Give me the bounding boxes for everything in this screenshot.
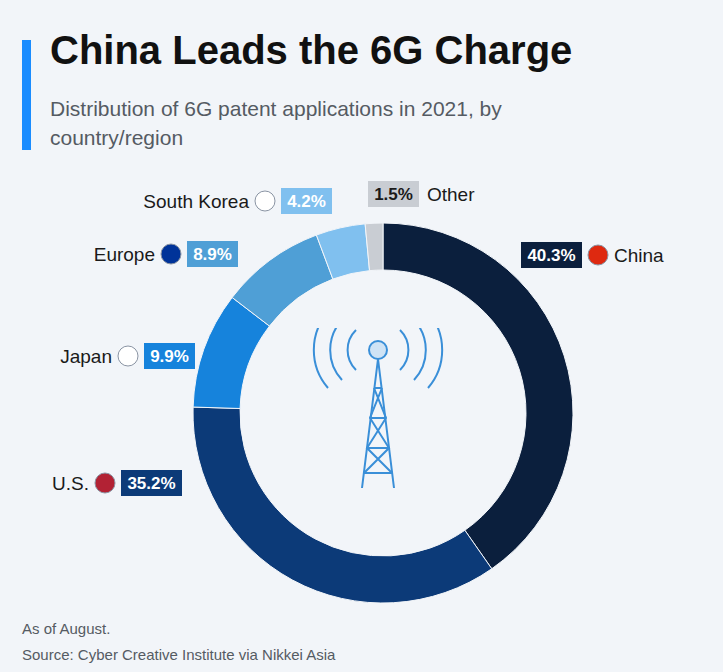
html-text:Source: Cyber Creative Institu: Source: Cyber Creative Institute via Nik… <box>22 646 336 663</box>
svg-text:9.9%: 9.9% <box>150 347 189 366</box>
svg-text:Other: Other <box>427 184 475 205</box>
html-text:Distribution of 6G patent appl: Distribution of 6G patent applications i… <box>50 97 502 149</box>
svg-text:U.S.: U.S. <box>52 473 89 494</box>
svg-text:Europe: Europe <box>94 244 155 265</box>
svg-text:China: China <box>614 245 664 266</box>
html-text:China Leads the 6G Charge: China Leads the 6G Charge <box>50 28 573 72</box>
svg-text:35.2%: 35.2% <box>127 474 175 493</box>
html-text:As of August.: As of August. <box>22 620 111 637</box>
svg-text:South Korea: South Korea <box>143 191 249 212</box>
svg-text:8.9%: 8.9% <box>193 245 232 264</box>
svg-text:40.3%: 40.3% <box>527 246 575 265</box>
svg-text:Japan: Japan <box>60 346 112 367</box>
svg-text:1.5%: 1.5% <box>374 185 413 204</box>
svg-text:4.2%: 4.2% <box>287 192 326 211</box>
